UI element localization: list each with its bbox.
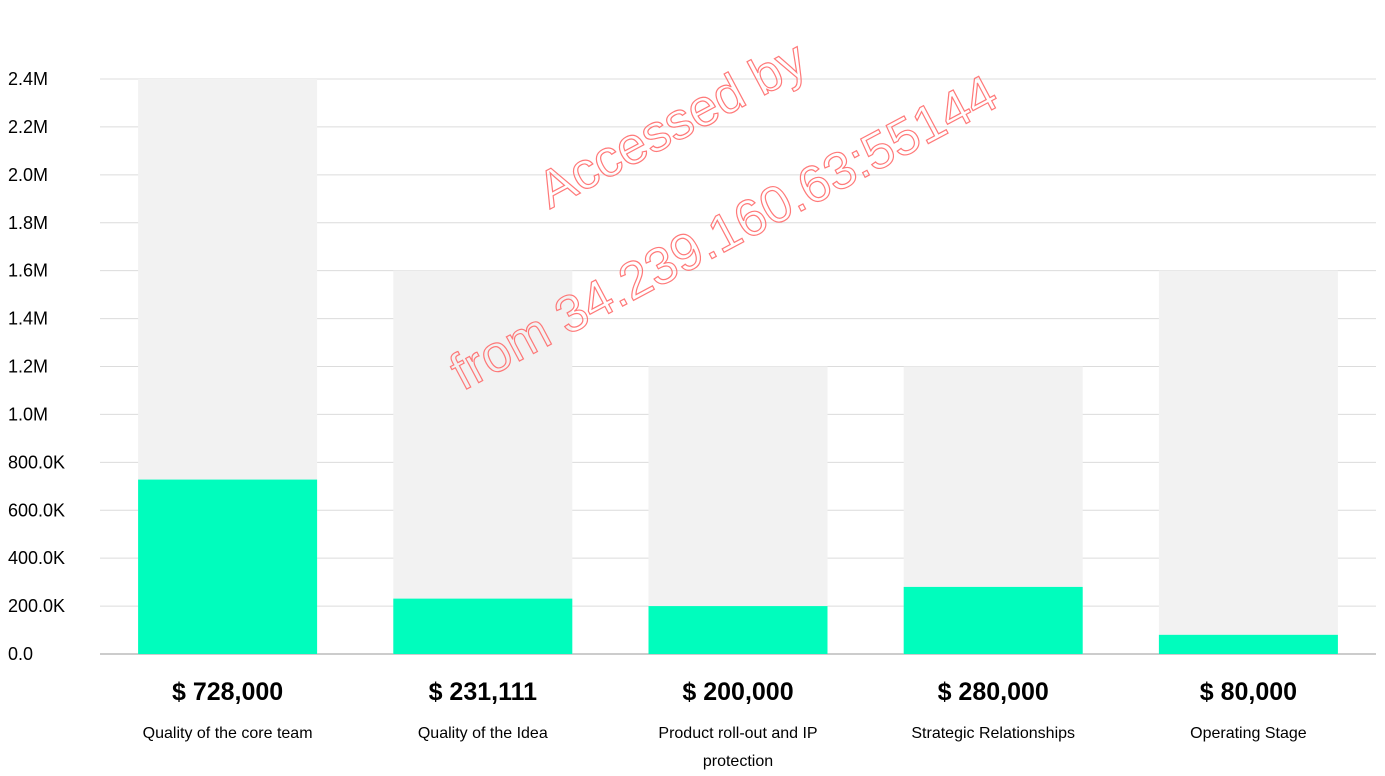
y-axis: 0.0 200.0K 400.0K 600.0K 800.0K 1.0M 1.2M 1.4M 1… [8,69,65,664]
y-tick-label: 1.0M [8,404,48,424]
y-tick-label: 1.2M [8,357,48,377]
category-label: Quality of the Idea [418,725,548,742]
max-bar [393,270,573,654]
y-tick-label: 1.8M [8,213,48,233]
y-tick-label: 800.0K [8,452,65,472]
y-tick-label: 600.0K [8,500,65,520]
y-tick-label: 2.4M [8,69,48,89]
category-label: Quality of the core team [143,725,313,742]
value-label: $ 80,000 [1200,678,1297,706]
value-bar [903,586,1083,654]
value-label: $ 200,000 [682,678,793,706]
y-tick-label: 2.0M [8,165,48,185]
x-axis-labels: $ 728,000 Quality of the core team $ 231,1… [143,678,1307,770]
value-bar [393,598,573,654]
y-tick-label: 1.6M [8,261,48,281]
watermark: Accessed by from 34.239.160.63:55144 [440,30,1007,403]
category-label: Strategic Relationships [911,725,1075,742]
bars [138,79,1338,654]
y-tick-label: 400.0K [8,548,65,568]
value-bar [648,606,828,654]
value-bar [138,479,318,654]
value-label: $ 728,000 [172,678,283,706]
y-tick-label: 2.2M [8,117,48,137]
max-bar [1158,270,1338,654]
y-tick-label: 200.0K [8,596,65,616]
category-label: Product roll-out and IP protection [658,725,817,770]
category-label: Operating Stage [1190,725,1307,742]
value-bar [1158,634,1338,654]
y-tick-label: 0.0 [8,644,33,664]
y-tick-label: 1.4M [8,309,48,329]
value-label: $ 231,111 [429,678,538,706]
value-label: $ 280,000 [938,678,1049,706]
